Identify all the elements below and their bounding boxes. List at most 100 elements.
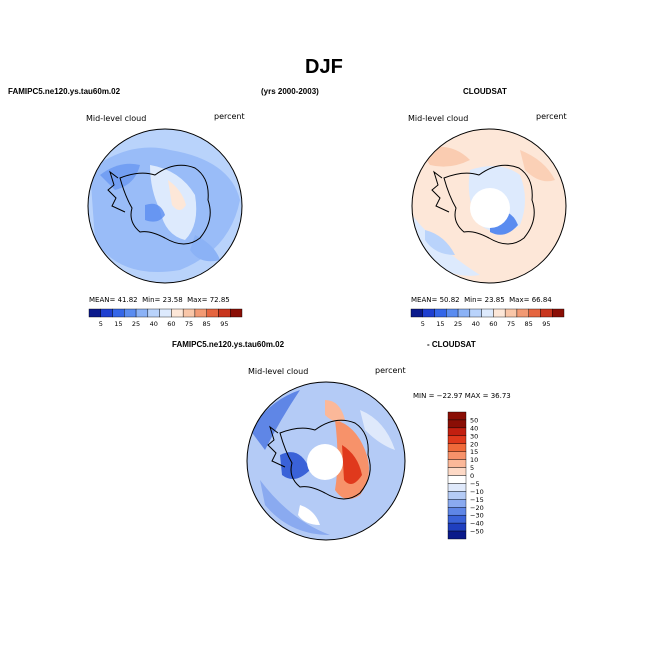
panel2-max-label: Max= <box>509 296 530 304</box>
panel1-mean: 41.82 <box>117 296 138 304</box>
panel2-colorbar-swatch <box>516 308 529 318</box>
panel1-colorbar-swatch <box>147 308 160 318</box>
panel3-peninsula <box>267 425 286 468</box>
panel1-colorbar-swatch <box>218 308 231 318</box>
panel1-antarctica-coastline <box>119 164 211 245</box>
panel2-colorbar-swatch <box>422 308 435 318</box>
panel3-colorbar-tick-label: −40 <box>470 520 484 528</box>
years-label: (yrs 2000-2003) <box>261 87 319 96</box>
panel1-colorbar-tick-label: 85 <box>203 320 211 328</box>
panel2-map <box>411 128 567 284</box>
panel2-peninsula <box>431 170 450 213</box>
panel3-colorbar-swatch <box>447 475 467 484</box>
panel1-min: 23.58 <box>162 296 183 304</box>
panel1-colorbar-swatch <box>159 308 172 318</box>
panel1-colorbar-swatch <box>194 308 207 318</box>
panel3-map <box>246 381 406 541</box>
panel3-colorbar-tick-label: −50 <box>470 528 484 536</box>
panel3-colorbar-tick-label: 20 <box>470 440 478 448</box>
panel3-colorbar-tick-label: −5 <box>470 480 480 488</box>
panel3-colorbar-swatch <box>447 514 467 524</box>
panel3-colorbar-swatch <box>447 467 467 476</box>
panel2-colorbar-swatch <box>446 308 459 318</box>
panel1-colorbar-tick-label: 25 <box>132 320 140 328</box>
panel1-colorbar-tick-label: 75 <box>185 320 193 328</box>
panel2-colorbar-tick-label: 85 <box>525 320 533 328</box>
page-title: DJF <box>305 56 343 78</box>
panel2-colorbar-swatch <box>552 308 565 318</box>
panel3-colorbar-swatch <box>447 507 467 516</box>
panel2-colorbar-swatch <box>493 308 506 318</box>
panel3-colorbar-swatch <box>447 451 467 460</box>
panel3-colorbar-tick-label: 30 <box>470 432 478 440</box>
panel3-colorbar-swatch <box>447 483 467 492</box>
left-model-title: FAMIPC5.ne120.ys.tau60m.02 <box>8 87 121 96</box>
panel1-colorbar-tick-label: 40 <box>150 320 158 328</box>
panel2-mean-label: MEAN= <box>411 296 438 304</box>
panel2-colorbar-swatch <box>457 308 471 318</box>
panel3-colorbar-tick-label: −10 <box>470 488 484 496</box>
panel1-variable-label: Mid-level cloud <box>86 114 147 123</box>
panel3-colorbar-swatch <box>447 499 467 508</box>
panel2-min: 23.85 <box>484 296 505 304</box>
panel1-map <box>87 128 243 284</box>
panel2-stats: MEAN= 50.82 Min= 23.85 Max= 66.84 <box>411 296 552 304</box>
diff-left-title: FAMIPC5.ne120.ys.tau60m.02 <box>172 340 285 349</box>
panel3-antarctica-coastline <box>279 419 371 500</box>
panel1-colorbar-tick-label: 60 <box>167 320 175 328</box>
panel3-colorbar-tick-label: 10 <box>470 456 478 464</box>
panel2-colorbar-tick-label: 60 <box>489 320 497 328</box>
panel1-colorbar-tick-label: 15 <box>114 320 122 328</box>
panel1-colorbar-tick-label: 95 <box>220 320 228 328</box>
panel2-colorbar-tick-label: 75 <box>507 320 515 328</box>
panel2-colorbar-tick-label: 25 <box>454 320 462 328</box>
panel1-min-label: Min= <box>142 296 161 304</box>
panel1-colorbar-swatch <box>182 308 196 318</box>
panel3-colorbar-tick-label: 0 <box>470 472 474 480</box>
panel1-colorbar-swatch <box>88 308 101 318</box>
panel1-max-label: Max= <box>187 296 208 304</box>
panel2-colorbar-tick-label: 15 <box>436 320 444 328</box>
panel2-colorbar-swatch <box>434 308 447 318</box>
panel1-units-label: percent <box>214 112 245 121</box>
panel2-variable-label: Mid-level cloud <box>408 114 469 123</box>
panel3-colorbar-swatch <box>447 491 467 500</box>
panel2-min-label: Min= <box>464 296 483 304</box>
panel1-colorbar-swatch <box>112 308 125 318</box>
panel2-colorbar-tick-label: 5 <box>421 320 425 328</box>
panel1-colorbar-tick-label: 5 <box>99 320 103 328</box>
panel3-colorbar-swatch <box>447 419 467 429</box>
panel2-max: 66.84 <box>531 296 552 304</box>
panel1-colorbar-swatch <box>100 308 113 318</box>
panel2-colorbar-swatch <box>481 308 494 318</box>
panel2-colorbar-swatch <box>528 308 541 318</box>
panel1-mean-label: MEAN= <box>89 296 116 304</box>
panel2-colorbar-tick-label: 95 <box>542 320 550 328</box>
panel3-colorbar-tick-label: −15 <box>470 496 484 504</box>
panel2-colorbar: 5 15 25 40 60 75 85 95 <box>410 308 565 328</box>
panel1-colorbar-swatch <box>206 308 219 318</box>
panel3-colorbar-swatch <box>447 435 467 444</box>
panel2-colorbar-swatch <box>410 308 423 318</box>
panel1-colorbar-swatch <box>171 308 184 318</box>
panel1-colorbar-swatch <box>124 308 137 318</box>
panel3-colorbar-tick-label: 15 <box>470 448 478 456</box>
panel3-colorbar-swatch <box>447 427 467 437</box>
diff-right-title: - CLOUDSAT <box>427 340 476 349</box>
right-obs-title: CLOUDSAT <box>463 87 507 96</box>
panel2-colorbar-swatch <box>504 308 518 318</box>
panel3-colorbar-tick-label: −20 <box>470 504 484 512</box>
panel2-mean: 50.82 <box>439 296 460 304</box>
panel3-units-label: percent <box>375 366 406 375</box>
panel1-peninsula <box>107 170 126 213</box>
panel3-variable-label: Mid-level cloud <box>248 367 309 376</box>
panel2-colorbar-swatch <box>540 308 553 318</box>
panel3-colorbar-swatch <box>447 530 467 540</box>
panel3-colorbar-tick-label: 40 <box>470 424 478 432</box>
panel3-colorbar-swatch <box>447 522 467 532</box>
panel3-stats: MIN = −22.97 MAX = 36.73 <box>413 392 511 400</box>
panel1-max: 72.85 <box>209 296 230 304</box>
panel2-colorbar-tick-label: 40 <box>472 320 480 328</box>
